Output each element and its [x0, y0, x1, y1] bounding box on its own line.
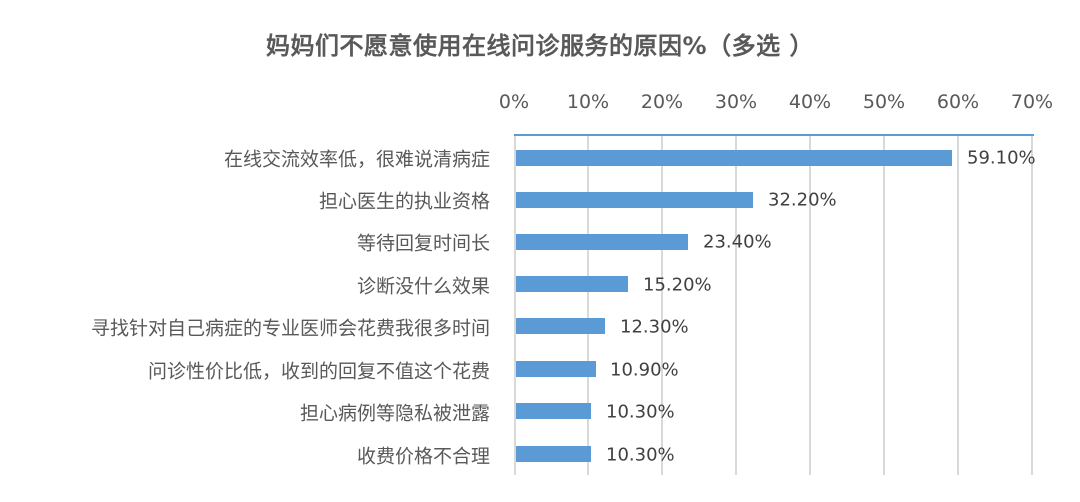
data-label: 10.90% [610, 359, 679, 381]
category-label: 担心病例等隐私被泄露 [299, 402, 490, 425]
bar [516, 192, 753, 208]
x-tick: 30% [714, 91, 758, 113]
gridline [514, 135, 516, 475]
data-label: 23.40% [703, 231, 772, 253]
data-label: 10.30% [606, 444, 675, 466]
category-label: 问诊性价比低，收到的回复不值这个花费 [147, 360, 490, 383]
plot-area [514, 134, 1034, 475]
data-label: 59.10% [967, 147, 1036, 169]
gridline [661, 135, 663, 475]
bar [516, 234, 688, 250]
data-label: 10.30% [606, 401, 675, 423]
category-label: 寻找针对自己病症的专业医师会花费我很多时间 [90, 317, 490, 340]
x-tick: 70% [1010, 91, 1054, 113]
gridline [883, 135, 885, 475]
gridline [735, 135, 737, 475]
bar [516, 150, 952, 166]
gridline [957, 135, 959, 475]
x-tick: 50% [862, 91, 906, 113]
x-tick: 40% [788, 91, 832, 113]
category-label: 等待回复时间长 [356, 232, 490, 255]
bar [516, 318, 605, 334]
data-label: 12.30% [620, 316, 689, 338]
bar [516, 276, 628, 292]
category-label: 诊断没什么效果 [356, 275, 490, 298]
bar [516, 446, 591, 462]
x-tick: 0% [498, 91, 530, 113]
gridline [809, 135, 811, 475]
bar [516, 403, 591, 419]
x-tick: 10% [566, 91, 610, 113]
x-axis-line [514, 134, 1034, 136]
category-label: 收费价格不合理 [356, 445, 490, 468]
x-tick: 60% [936, 91, 980, 113]
data-label: 15.20% [643, 274, 712, 296]
category-label: 在线交流效率低，很难说清病症 [223, 148, 490, 171]
chart-title: 妈妈们不愿意使用在线问诊服务的原因%（多选 ） [266, 32, 814, 60]
bar [516, 361, 596, 377]
x-tick: 20% [640, 91, 684, 113]
data-label: 32.20% [768, 189, 837, 211]
gridline [1031, 135, 1033, 475]
gridline [587, 135, 589, 475]
category-label: 担心医生的执业资格 [318, 190, 490, 213]
